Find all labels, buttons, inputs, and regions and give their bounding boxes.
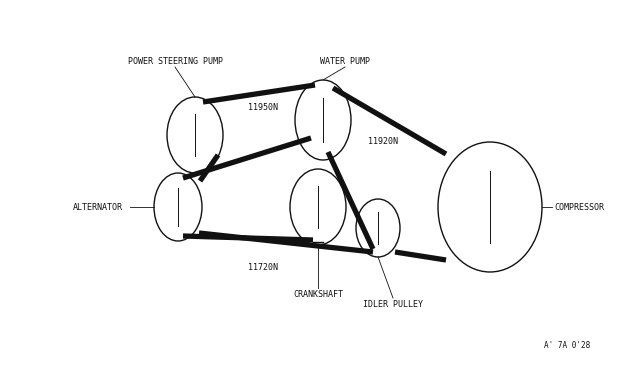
- Text: 11950N: 11950N: [248, 103, 278, 112]
- Text: A' 7A 0'28: A' 7A 0'28: [544, 341, 590, 350]
- Text: IDLER PULLEY: IDLER PULLEY: [363, 300, 423, 309]
- Text: COMPRESSOR: COMPRESSOR: [554, 202, 604, 212]
- Text: POWER STEERING PUMP: POWER STEERING PUMP: [127, 57, 223, 66]
- Text: 11720N: 11720N: [248, 263, 278, 272]
- Text: 11920N: 11920N: [368, 138, 398, 147]
- Text: ALTERNATOR: ALTERNATOR: [73, 202, 123, 212]
- Text: CRANKSHAFT: CRANKSHAFT: [293, 290, 343, 299]
- Text: WATER PUMP: WATER PUMP: [320, 57, 370, 66]
